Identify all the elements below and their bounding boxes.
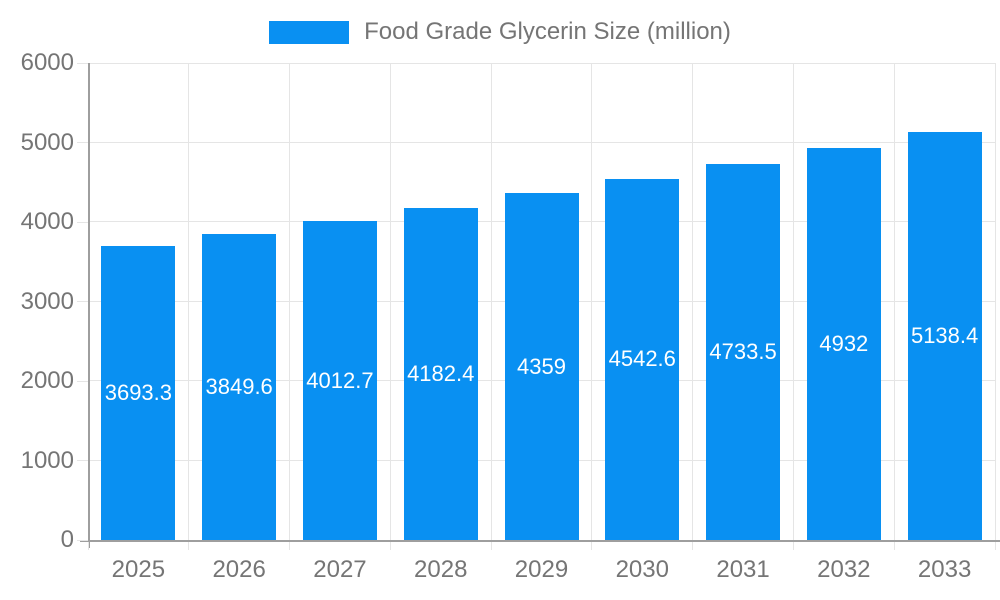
- gridline-vertical: [188, 63, 190, 540]
- gridline-vertical: [792, 63, 794, 540]
- gridline-vertical: [692, 63, 694, 540]
- legend-item[interactable]: Food Grade Glycerin Size (million): [0, 18, 1000, 46]
- x-axis-tick-mark: [490, 542, 492, 550]
- x-axis-tick-mark: [389, 542, 391, 550]
- bar[interactable]: 4359: [504, 193, 579, 540]
- bar-value-label: 4932: [819, 330, 869, 356]
- x-axis-tick-label: 2032: [817, 556, 871, 583]
- y-axis-line: [88, 63, 90, 548]
- gridline-horizontal: [88, 141, 995, 143]
- gridline-vertical: [591, 63, 593, 540]
- bar[interactable]: 4733.5: [706, 163, 781, 540]
- y-axis-tick-mark: [77, 62, 88, 64]
- bar[interactable]: 3849.6: [202, 233, 277, 540]
- y-axis-tick-label: 6000: [20, 49, 74, 76]
- y-axis-tick-label: 2000: [20, 367, 74, 394]
- x-axis-tick-label: 2028: [414, 556, 468, 583]
- gridline-vertical: [389, 63, 391, 540]
- y-axis-tick-label: 0: [60, 526, 74, 553]
- plot-area: 3693.3 3849.6 4012.7 4182.4 4359 4542.6 4733.5…: [87, 62, 996, 541]
- x-axis-tick-label: 2026: [212, 556, 266, 583]
- y-axis-tick-mark: [77, 539, 88, 541]
- x-axis-tick-label: 2030: [615, 556, 669, 583]
- y-axis-tick-label: 4000: [20, 208, 74, 235]
- bar-value-label: 4733.5: [709, 338, 777, 364]
- bar-value-label: 3693.3: [104, 380, 173, 406]
- y-axis-tick-label: 3000: [20, 287, 74, 315]
- y-axis-tick-mark: [77, 301, 88, 302]
- y-axis-tick-mark: [77, 221, 88, 223]
- gridline-horizontal: [88, 62, 995, 64]
- y-axis-tick-mark: [77, 142, 88, 143]
- x-axis-tick-mark: [792, 542, 794, 550]
- bar-value-label: 4542.6: [608, 346, 676, 372]
- x-axis-tick-mark: [994, 542, 996, 550]
- bar[interactable]: 4012.7: [302, 221, 377, 540]
- x-axis-tick-mark: [591, 542, 593, 550]
- x-axis-line: [80, 540, 1000, 542]
- bar[interactable]: 4182.4: [403, 207, 478, 540]
- gridline-vertical: [289, 63, 291, 540]
- bar[interactable]: 4932: [806, 147, 881, 540]
- x-axis-tick-mark: [188, 542, 190, 550]
- x-axis-tick-mark: [87, 542, 89, 550]
- x-axis-tick-mark: [692, 542, 694, 550]
- x-axis-tick-label: 2025: [111, 556, 166, 583]
- x-axis-tick-label: 2029: [514, 556, 569, 583]
- y-axis-tick-mark: [77, 460, 88, 461]
- bar-value-label: 5138.4: [910, 322, 979, 348]
- bar[interactable]: 5138.4: [907, 131, 982, 540]
- y-axis-tick-label: 5000: [20, 128, 74, 156]
- gridline-vertical: [893, 63, 895, 540]
- bar[interactable]: 4542.6: [605, 178, 680, 540]
- gridline-vertical: [994, 63, 996, 540]
- bar-value-label: 4182.4: [407, 360, 475, 386]
- bar[interactable]: 3693.3: [101, 246, 176, 540]
- x-axis-tick-label: 2027: [313, 556, 367, 583]
- chart-title: Food Grade Glycerin Size (million): [364, 18, 731, 45]
- gridline-vertical: [490, 63, 492, 540]
- bar-value-label: 4012.7: [306, 367, 374, 393]
- x-axis-tick-mark: [289, 542, 291, 550]
- y-axis-tick-label: 1000: [20, 446, 74, 474]
- x-axis-tick-mark: [893, 542, 895, 550]
- legend-swatch: [269, 20, 350, 44]
- x-axis-tick-label: 2033: [917, 556, 972, 583]
- y-axis-tick-mark: [77, 380, 88, 382]
- x-axis-tick-label: 2031: [716, 556, 770, 583]
- bar-value-label: 3849.6: [205, 373, 273, 399]
- bar-value-label: 4359: [517, 353, 566, 379]
